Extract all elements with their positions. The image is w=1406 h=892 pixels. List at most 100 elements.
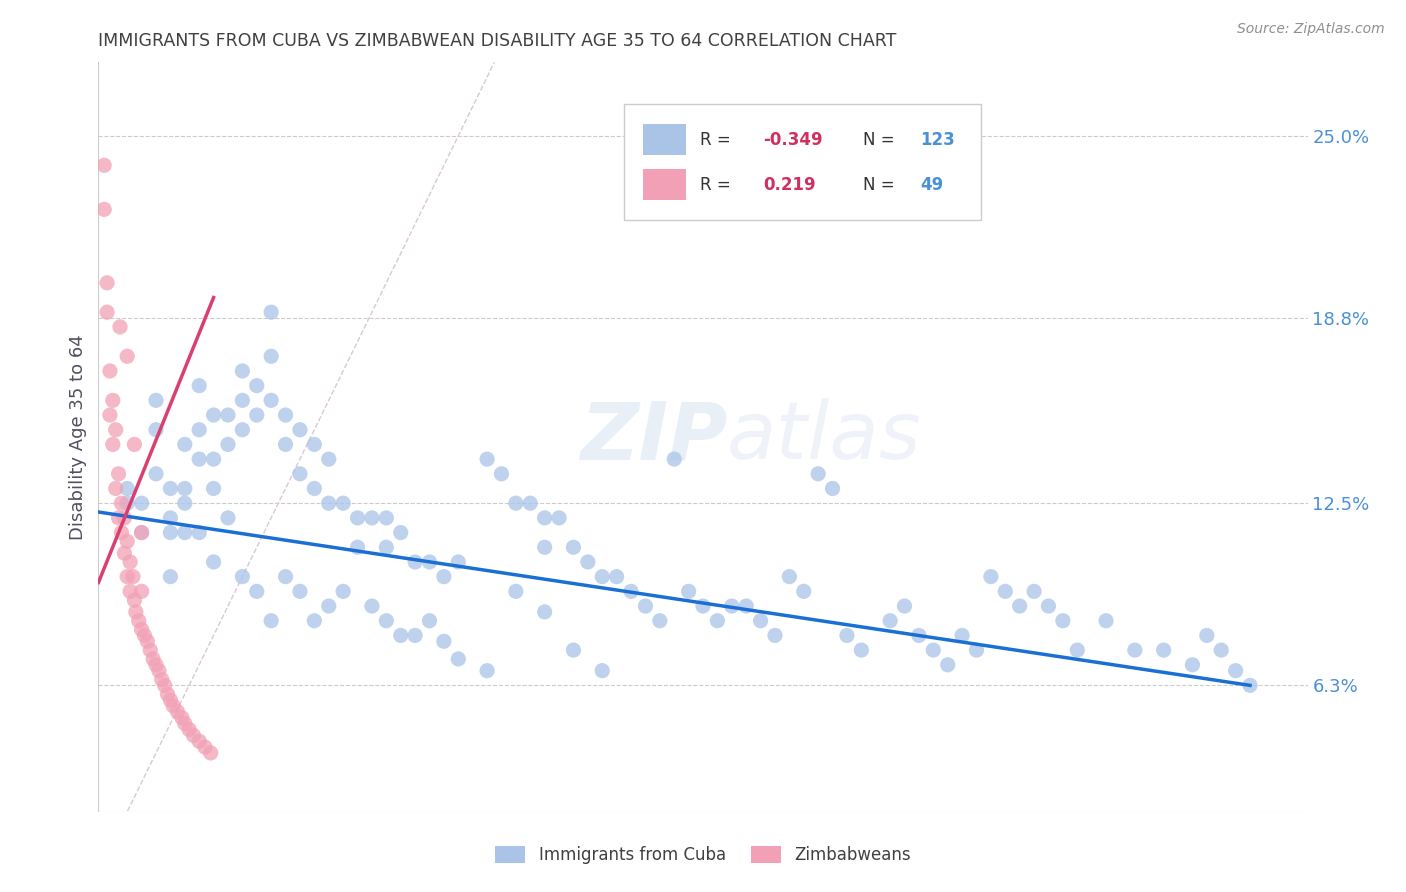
Point (134, 628, 156, 642)
Point (576, 555, 599, 569)
Text: ZIP: ZIP (579, 398, 727, 476)
Point (145, 657, 167, 672)
Point (332, 584, 354, 599)
Point (115, 569, 138, 583)
Point (821, 482, 844, 496)
Point (188, 452, 211, 467)
Point (533, 511, 555, 525)
Point (145, 393, 167, 408)
Point (1123, 643, 1146, 657)
Point (1211, 643, 1233, 657)
Point (188, 525, 211, 540)
Point (115, 534, 138, 549)
Point (112, 546, 135, 560)
Point (994, 584, 1017, 599)
Text: 49: 49 (921, 176, 943, 194)
Text: R =: R = (700, 130, 737, 149)
Point (173, 437, 195, 451)
Point (591, 664, 613, 678)
Bar (643, 169, 686, 201)
Point (447, 555, 470, 569)
Point (332, 496, 354, 510)
Point (260, 614, 283, 628)
Point (131, 525, 153, 540)
Point (304, 482, 326, 496)
Point (591, 569, 613, 583)
Point (108, 319, 131, 334)
Point (548, 511, 571, 525)
Point (159, 525, 181, 540)
Point (159, 569, 181, 583)
Point (361, 599, 384, 613)
Point (1153, 643, 1175, 657)
Point (217, 408, 239, 422)
Point (980, 569, 1002, 583)
Point (231, 393, 253, 408)
Point (202, 482, 225, 496)
Point (188, 734, 211, 748)
Point (648, 614, 671, 628)
Text: atlas: atlas (727, 398, 922, 476)
Point (122, 569, 145, 583)
Point (120, 555, 142, 569)
Point (706, 614, 728, 628)
Point (851, 643, 873, 657)
Point (179, 723, 201, 737)
Point (288, 467, 311, 481)
Point (246, 408, 269, 422)
Text: 123: 123 (921, 130, 955, 149)
Point (1225, 664, 1247, 678)
Point (96, 305, 118, 319)
Point (101, 393, 124, 408)
Point (304, 437, 326, 451)
Point (260, 393, 283, 408)
Point (505, 584, 527, 599)
Point (131, 496, 153, 510)
Point (274, 569, 297, 583)
Point (1095, 614, 1118, 628)
Point (778, 569, 800, 583)
Point (246, 584, 269, 599)
Point (908, 628, 931, 642)
Point (231, 423, 253, 437)
Point (1195, 628, 1218, 642)
Point (361, 511, 384, 525)
Point (110, 525, 132, 540)
Point (505, 496, 527, 510)
Point (807, 467, 830, 481)
Text: -0.349: -0.349 (763, 130, 823, 149)
Point (173, 496, 195, 510)
Point (692, 599, 714, 613)
Point (104, 482, 127, 496)
Y-axis label: Disability Age 35 to 64: Disability Age 35 to 64 (69, 334, 87, 540)
Point (166, 705, 188, 719)
Point (162, 698, 184, 713)
Point (159, 482, 181, 496)
Point (142, 652, 165, 666)
Point (150, 673, 173, 687)
Point (519, 496, 541, 510)
Point (620, 584, 643, 599)
Point (110, 496, 132, 510)
Point (131, 525, 153, 540)
Point (318, 496, 340, 510)
Point (606, 569, 628, 583)
Point (950, 628, 973, 642)
Point (634, 599, 657, 613)
Point (115, 349, 138, 363)
FancyBboxPatch shape (624, 103, 981, 219)
Point (93, 158, 115, 172)
Point (678, 584, 700, 599)
Point (145, 423, 167, 437)
Point (159, 693, 181, 707)
Point (375, 511, 398, 525)
Point (148, 664, 170, 678)
Point (120, 584, 142, 599)
Point (202, 555, 225, 569)
Point (274, 437, 297, 451)
Point (447, 652, 470, 666)
Point (735, 599, 758, 613)
Point (173, 716, 195, 731)
Point (101, 437, 124, 451)
Point (893, 599, 915, 613)
